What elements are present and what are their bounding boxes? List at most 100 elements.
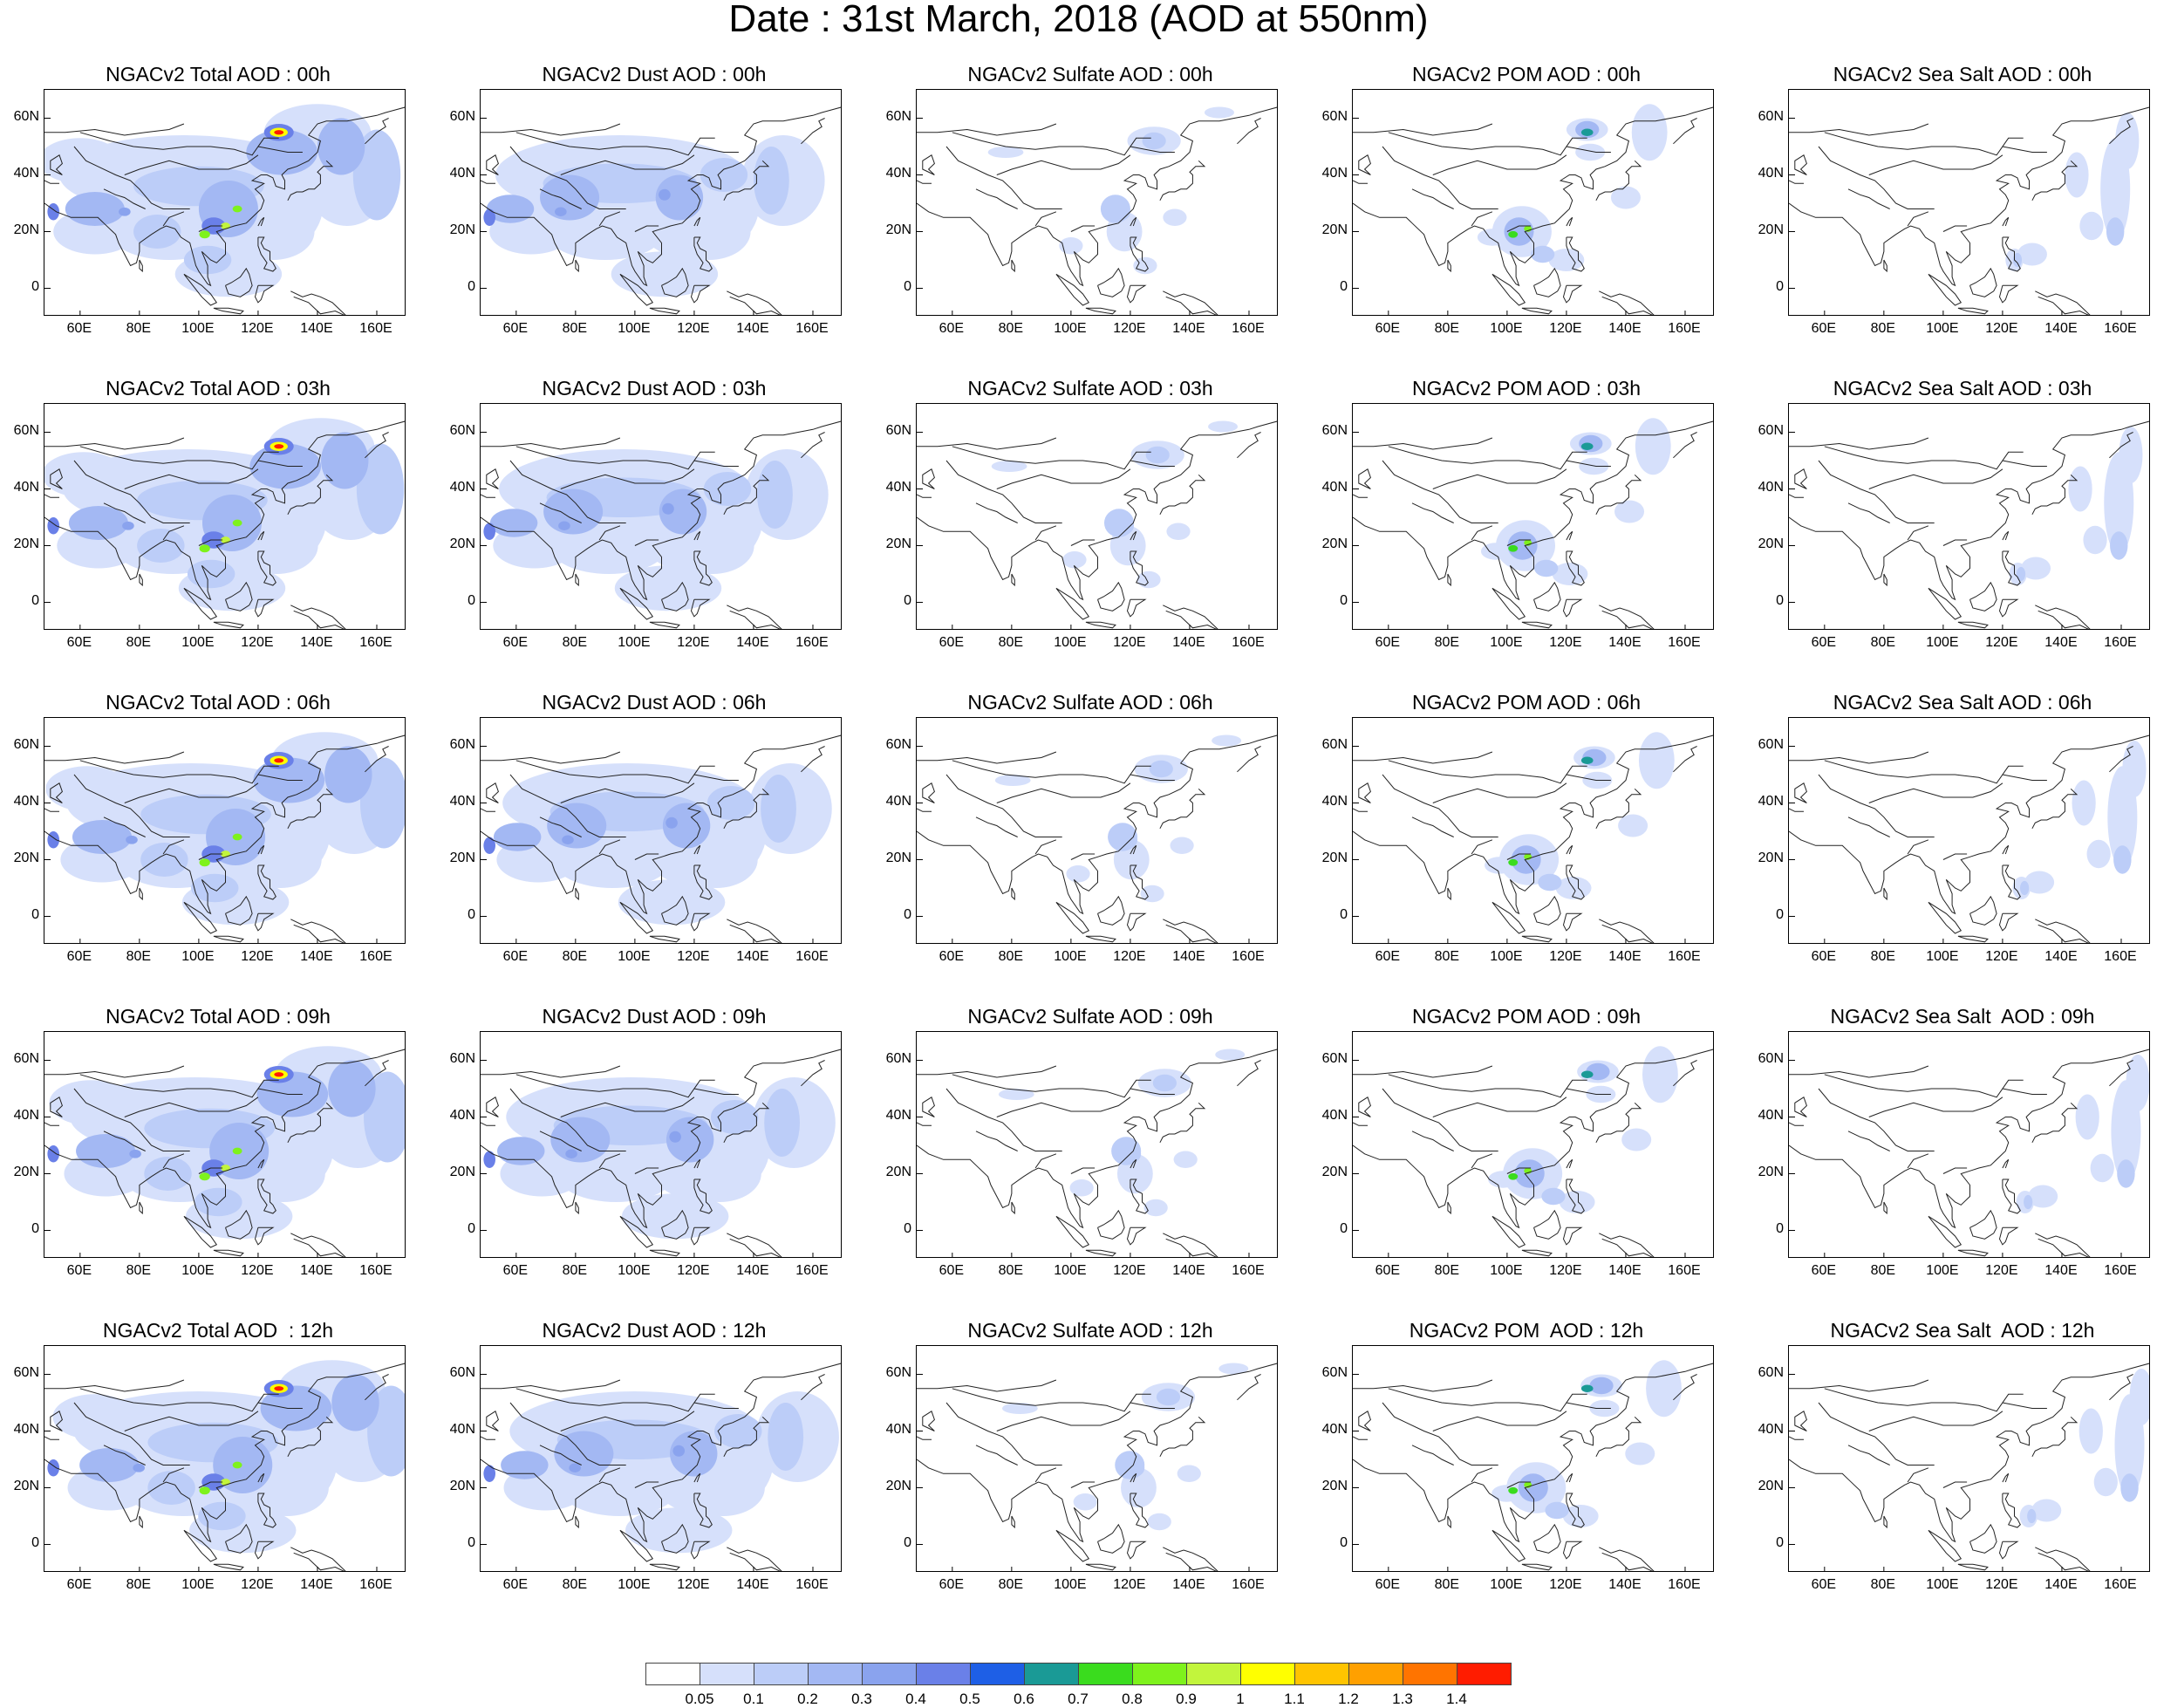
aod-contour-blob [1580, 756, 1594, 764]
coastline [1382, 146, 1498, 209]
coastline [996, 782, 1131, 803]
aod-contour-blob [199, 1486, 210, 1495]
lon-tick-label: 140E [1172, 1263, 1205, 1278]
coastline [917, 1049, 1277, 1229]
lon-tick-label: 160E [1232, 635, 1265, 650]
lon-tick-label: 120E [677, 1577, 710, 1592]
aod-contour-blob [1059, 237, 1083, 255]
aod-contour-blob [1212, 734, 1242, 747]
coastline [486, 782, 499, 803]
lon-tick-label: 120E [241, 949, 274, 964]
aod-field-map [1353, 1046, 1713, 1257]
coastline [2002, 216, 2010, 227]
lon-tick-label: 140E [2044, 321, 2078, 336]
coastline [1533, 1209, 1561, 1240]
aod-contour-blob [987, 147, 1024, 158]
coastline [693, 1493, 713, 1528]
aod-contour-blob [1163, 208, 1187, 226]
coastline [1521, 1249, 1553, 1257]
coastline [254, 284, 275, 304]
aod-contour-blob [274, 1386, 284, 1391]
coastline [1506, 853, 1532, 860]
coastline [1789, 1049, 2149, 1229]
coastline [486, 1097, 499, 1117]
lon-tick-label: 80E [126, 635, 152, 650]
coastline [1818, 146, 1935, 209]
map-plot-area [1788, 1031, 2150, 1258]
coastline [183, 901, 218, 934]
coastline [693, 146, 739, 153]
lon-tick-label: 120E [241, 1263, 274, 1278]
colorbar-label: 0.8 [1122, 1691, 1143, 1707]
coastline [1237, 1060, 1261, 1087]
aod-contour-blob [1215, 1049, 1246, 1061]
aod-contour-blob [547, 803, 607, 849]
aod-contour-blob [1147, 1513, 1171, 1531]
aod-contour-blob [1625, 1442, 1655, 1465]
aod-contour-blob [562, 835, 574, 844]
map-plot-area [1352, 1031, 1714, 1258]
lat-tick-label: 40N [1758, 1421, 1784, 1437]
colorbar-label: 1.1 [1284, 1691, 1305, 1707]
aod-contour-blob [1610, 186, 1641, 209]
coastline [50, 1411, 63, 1431]
colorbar-swatch [754, 1663, 809, 1685]
coastline [1957, 1563, 1989, 1571]
aod-contour-blob [489, 509, 538, 537]
lon-tick-label: 100E [1926, 1263, 1959, 1278]
coastline [44, 1379, 185, 1392]
coastline [486, 154, 499, 175]
lat-tick-label: 60N [13, 108, 39, 124]
coastline [1130, 550, 1149, 586]
coastline [539, 1131, 582, 1151]
lon-tick-label: 60E [939, 635, 965, 650]
coastline [619, 1215, 654, 1248]
lon-tick-label: 140E [300, 949, 333, 964]
lon-tick-label: 160E [795, 949, 829, 964]
aod-contour-blob [199, 858, 210, 867]
coastline [1824, 1074, 2024, 1098]
coastline [1907, 525, 1929, 541]
map-panel: NGACv2 Sea Salt AOD : 12h 60N 40N 20N 0 60E 80… [1744, 1319, 2157, 1607]
aod-contour-blob [1166, 523, 1191, 540]
coastline [1928, 1529, 1962, 1562]
panel-title: NGACv2 Sea Salt AOD : 12h [1830, 1319, 2095, 1342]
coastline [1847, 816, 1890, 837]
coastline [634, 1481, 659, 1488]
lat-tick-label: 40N [885, 1107, 911, 1123]
coastline [1789, 1363, 2149, 1543]
aod-contour-blob [76, 1134, 136, 1168]
map-plot-area [916, 403, 1278, 630]
coastline [1353, 808, 1368, 812]
lon-tick-label: 160E [795, 321, 829, 336]
coastline [2002, 1493, 2021, 1528]
coastline [1599, 1547, 1655, 1571]
coastline [1883, 573, 1887, 587]
colorbar-swatch [1294, 1663, 1349, 1685]
coastline [975, 1445, 1018, 1465]
coastline [183, 1529, 218, 1562]
lat-tick-label: 0 [31, 1534, 39, 1550]
coastline [1928, 1215, 1962, 1248]
lon-tick-label: 80E [1434, 635, 1460, 650]
aod-contour-blob [198, 1501, 246, 1531]
coastline [1491, 587, 1526, 620]
coastline [162, 1467, 185, 1483]
colorbar-label: 0.1 [743, 1691, 764, 1707]
coastline [1566, 146, 1611, 153]
coastline [1070, 225, 1096, 232]
coastline [1070, 1481, 1096, 1488]
panel-title: NGACv2 Dust AOD : 12h [542, 1319, 767, 1342]
coastline [1159, 788, 1206, 830]
coastline [1595, 474, 1642, 516]
aod-contour-blob [710, 1100, 759, 1134]
map-plot-area [1788, 89, 2150, 316]
coastline [1447, 1515, 1451, 1529]
aod-contour-blob [558, 521, 570, 530]
aod-contour-blob [486, 195, 535, 223]
coastline [1388, 1388, 1587, 1412]
coastline [257, 236, 276, 272]
coastline [1382, 1088, 1498, 1151]
map-panel: NGACv2 Sulfate AOD : 12h 60N 40N 20N 0 60E 80E… [872, 1319, 1308, 1607]
aod-contour-blob [1614, 500, 1645, 523]
